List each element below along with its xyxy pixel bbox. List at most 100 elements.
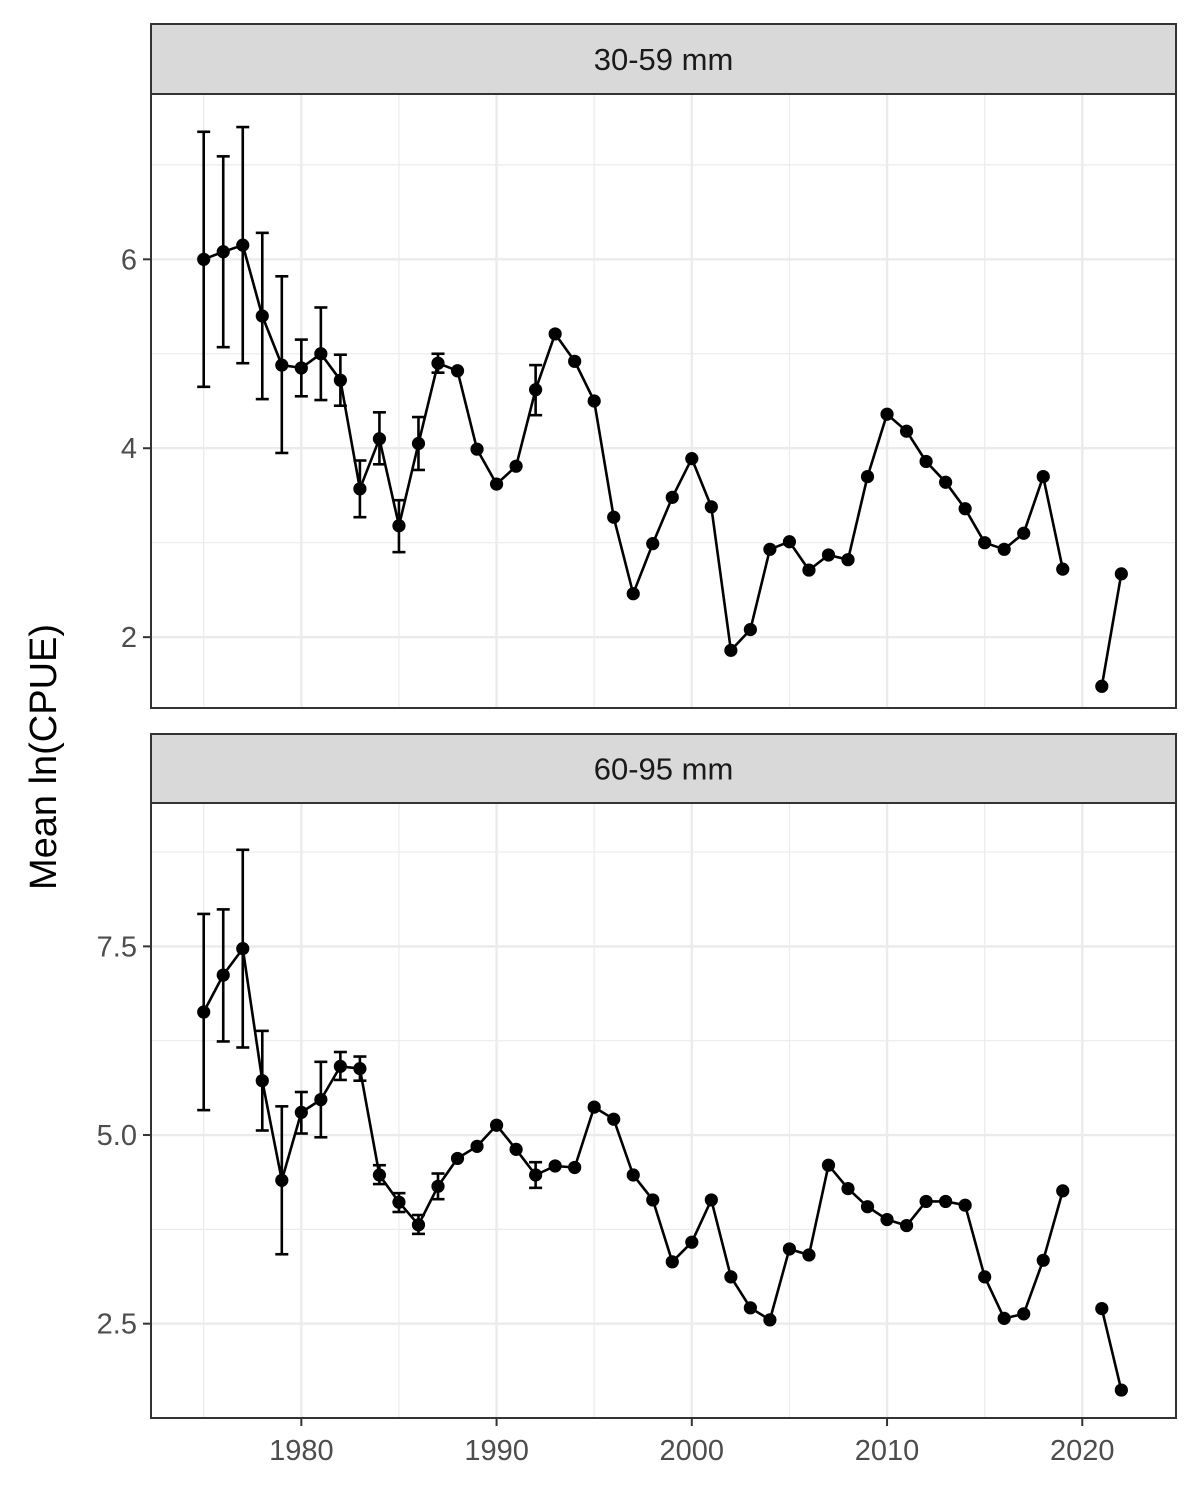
data-point — [470, 1139, 484, 1153]
data-point — [529, 383, 543, 397]
data-point — [763, 1313, 777, 1327]
data-point — [607, 510, 621, 524]
data-point — [1056, 1184, 1070, 1198]
data-point — [724, 643, 738, 657]
data-point — [1095, 1301, 1109, 1316]
data-point — [1036, 469, 1050, 484]
data-point — [939, 475, 953, 489]
y-tick-label: 2 — [121, 622, 137, 654]
data-point — [919, 454, 933, 469]
data-point — [353, 482, 367, 496]
data-point — [587, 394, 601, 408]
facet-strip — [150, 23, 1177, 95]
y-tick-label: 7.5 — [97, 931, 137, 963]
data-point — [899, 424, 914, 438]
data-point — [255, 309, 269, 323]
data-point — [997, 1311, 1011, 1325]
data-point — [431, 356, 445, 370]
data-point — [704, 1193, 718, 1207]
series-line — [1100, 1308, 1123, 1391]
data-point — [255, 1074, 269, 1088]
data-point — [548, 1159, 562, 1173]
data-point — [743, 1301, 757, 1315]
x-tick-label: 1980 — [269, 1435, 334, 1467]
x-tick-label: 2020 — [1050, 1435, 1115, 1467]
data-point — [216, 968, 230, 982]
data-point — [978, 1270, 992, 1284]
data-point — [743, 622, 757, 637]
data-point — [392, 519, 406, 533]
data-point — [587, 1100, 601, 1114]
data-point — [899, 1218, 914, 1233]
data-point — [529, 1168, 543, 1182]
data-point — [411, 1218, 426, 1232]
data-point — [665, 1255, 679, 1269]
data-point — [802, 563, 816, 577]
data-point — [958, 502, 972, 516]
data-point — [802, 1248, 816, 1262]
data-point — [489, 477, 504, 491]
data-point — [782, 535, 797, 549]
data-point — [724, 1270, 738, 1284]
data-point — [392, 1195, 406, 1209]
data-point — [333, 1059, 347, 1073]
y-tick-label: 4 — [121, 433, 137, 465]
panel-2: 60-95 mm 2.5 5.0 7.5 — [97, 733, 1177, 1419]
data-point — [626, 587, 640, 601]
data-point — [665, 490, 679, 504]
data-point — [958, 1198, 972, 1212]
y-axis-title: Mean ln(CPUE) — [23, 624, 65, 890]
facet-strip-label: 30-59 mm — [594, 42, 734, 77]
data-point — [489, 1118, 504, 1132]
data-point — [236, 942, 250, 956]
data-point — [314, 347, 328, 361]
data-point — [841, 553, 855, 567]
data-point — [626, 1168, 640, 1182]
data-point — [1114, 567, 1128, 581]
data-point — [821, 1158, 836, 1172]
data-point — [1056, 562, 1070, 576]
data-point — [919, 1194, 933, 1209]
x-axis: 1980 1990 2000 2010 2020 — [269, 1418, 1115, 1467]
data-point — [568, 1160, 582, 1175]
data-point — [431, 1179, 445, 1193]
data-point — [216, 245, 230, 259]
data-point — [509, 1142, 523, 1156]
data-point — [939, 1194, 953, 1209]
x-tick-label: 2000 — [660, 1435, 725, 1467]
data-point — [1017, 1307, 1031, 1321]
data-point — [509, 459, 523, 473]
data-point — [197, 252, 211, 266]
data-point — [821, 548, 836, 562]
data-point — [880, 407, 894, 421]
data-point — [470, 442, 484, 456]
data-point — [1095, 679, 1109, 693]
data-point — [685, 1235, 699, 1249]
data-point — [860, 469, 875, 484]
plot-background — [151, 94, 1176, 708]
y-tick-label: 5.0 — [97, 1120, 137, 1152]
data-point — [333, 373, 347, 387]
series-line — [1100, 573, 1123, 687]
x-tick-label: 2010 — [855, 1435, 920, 1467]
data-point — [294, 1105, 308, 1119]
data-point — [568, 354, 582, 368]
data-point — [704, 500, 718, 514]
data-point — [411, 436, 426, 451]
panel-1: 30-59 mm 2 4 6 — [121, 23, 1177, 709]
data-point — [997, 542, 1011, 556]
y-tick-label: 6 — [121, 244, 137, 276]
data-point — [607, 1112, 621, 1126]
data-point — [763, 542, 777, 556]
data-point — [353, 1062, 367, 1076]
data-point — [646, 1193, 660, 1207]
data-point — [880, 1212, 894, 1227]
data-point — [978, 536, 992, 550]
data-point — [548, 327, 562, 341]
data-point — [294, 361, 308, 375]
data-point — [685, 452, 699, 466]
data-point — [782, 1242, 797, 1256]
data-point — [450, 364, 465, 378]
data-point — [860, 1200, 875, 1214]
